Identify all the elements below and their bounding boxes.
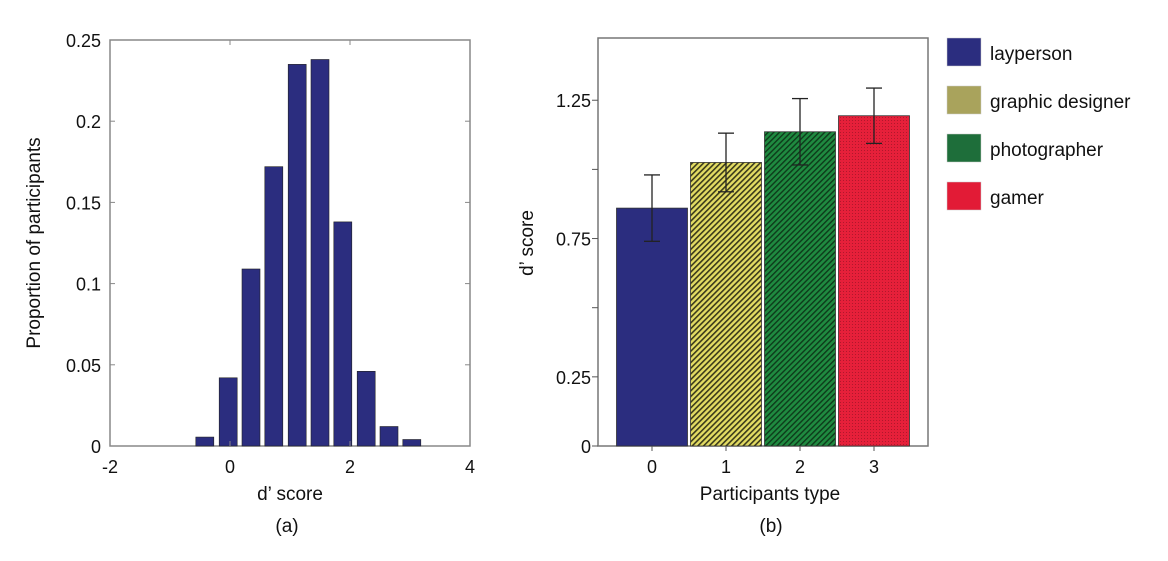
legend-swatch [946, 181, 982, 211]
panel-label-a: (a) [275, 516, 298, 537]
histogram-bar [195, 436, 215, 447]
histogram-bar [356, 370, 376, 447]
y-tick-label-b: 0 [581, 437, 591, 457]
x-tick-label-a: 4 [465, 457, 475, 477]
panel-a: -2 0 2 400.050.10.150.20.25 d’ score Propor… [24, 31, 475, 537]
x-tick-label-b: 1 [721, 457, 731, 477]
histogram-bar [310, 59, 330, 447]
histogram-bar [264, 166, 284, 447]
legend: layperson graphic designer photographer gam… [946, 37, 1131, 211]
histogram-bar [287, 64, 307, 447]
x-tick-label-b: 3 [869, 457, 879, 477]
x-axis-title-a: d’ score [257, 484, 323, 505]
y-tick-label-a: 0.2 [76, 112, 101, 132]
y-tick-label-b: 1.25 [556, 91, 591, 111]
histogram-bar [379, 426, 399, 447]
y-axis-title-a: Proportion of participants [24, 137, 45, 348]
y-tick-label-b: 0.75 [556, 230, 591, 250]
plot-frame-b [597, 37, 929, 447]
y-tick-label-a: 0.15 [66, 193, 101, 213]
y-tick-label-a: 0.1 [76, 275, 101, 295]
histogram-bar [333, 221, 353, 447]
legend-swatch [946, 37, 982, 67]
histogram-bar [241, 268, 261, 447]
bar-graphic-designer [690, 162, 762, 447]
bar-layperson [616, 207, 688, 447]
x-tick-label-a: -2 [102, 457, 118, 477]
legend-swatch [946, 85, 982, 115]
panel-label-b: (b) [759, 516, 782, 537]
legend-swatch [946, 133, 982, 163]
histogram-bar [218, 377, 238, 447]
panel-b: 0 1 2 3 0 0.25 0.75 1.25 Participants type d’ s… [517, 37, 1131, 537]
x-axis-title-b: Participants type [700, 484, 840, 505]
x-tick-label-b: 2 [795, 457, 805, 477]
legend-label: photographer [990, 140, 1104, 161]
y-tick-label-a: 0 [91, 437, 101, 457]
x-tick-label-a: 0 [225, 457, 235, 477]
legend-label: graphic designer [990, 92, 1131, 113]
bar-photographer [764, 131, 836, 447]
histogram-bar [402, 439, 422, 447]
y-tick-label-b: 0.25 [556, 368, 591, 388]
legend-label: gamer [990, 188, 1045, 209]
y-tick-label-a: 0.25 [66, 31, 101, 51]
legend-label: layperson [990, 44, 1072, 65]
y-tick-label-a: 0.05 [66, 356, 101, 376]
bar-gamer [838, 115, 910, 447]
x-tick-label-b: 0 [647, 457, 657, 477]
x-tick-label-a: 2 [345, 457, 355, 477]
y-axis-title-b: d’ score [517, 210, 538, 276]
